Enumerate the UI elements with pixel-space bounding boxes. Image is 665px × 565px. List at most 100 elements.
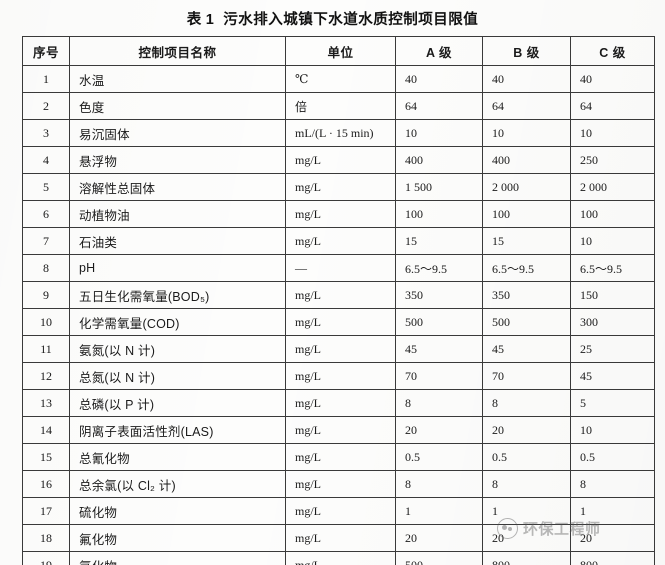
- cell-name: 总余氯(以 Cl₂ 计): [69, 470, 286, 498]
- cell-grade-b: 15: [482, 227, 571, 255]
- table-row: 13 总磷(以 P 计) mg/L 8 8 5: [22, 389, 655, 417]
- cell-no: 16: [22, 470, 70, 498]
- cell-unit: mL/(L · 15 min): [285, 119, 396, 147]
- cell-grade-a: 15: [395, 227, 483, 255]
- cell-no: 1: [22, 65, 70, 93]
- cell-grade-a: 500: [395, 308, 483, 336]
- cell-grade-a: 1: [395, 497, 483, 525]
- cell-grade-b: 1: [482, 497, 571, 525]
- cell-no: 17: [22, 497, 70, 525]
- cell-no: 6: [22, 200, 70, 228]
- cell-grade-c: 10: [570, 416, 655, 444]
- cell-grade-c: 10: [570, 227, 655, 255]
- cell-unit: mg/L: [285, 443, 396, 471]
- cell-name: 硫化物: [69, 497, 286, 525]
- column-header-grade-b: B 级: [482, 36, 571, 66]
- table-header-row: 序号 控制项目名称 单位 A 级 B 级 C 级: [22, 36, 655, 66]
- cell-unit: mg/L: [285, 227, 396, 255]
- cell-name: 阴离子表面活性剂(LAS): [69, 416, 286, 444]
- cell-name: 氯化物: [69, 551, 286, 565]
- cell-grade-c: 45: [570, 362, 655, 390]
- table-row: 1 水温 ℃ 40 40 40: [22, 65, 655, 93]
- cell-name: 溶解性总固体: [69, 173, 286, 201]
- cell-unit: mg/L: [285, 173, 396, 201]
- table-row: 6 动植物油 mg/L 100 100 100: [22, 200, 655, 228]
- cell-grade-b: 8: [482, 389, 571, 417]
- cell-name: 氨氮(以 N 计): [69, 335, 286, 363]
- cell-no: 15: [22, 443, 70, 471]
- cell-grade-c: 64: [570, 92, 655, 120]
- cell-grade-b: 20: [482, 524, 571, 552]
- table-row: 4 悬浮物 mg/L 400 400 250: [22, 146, 655, 174]
- cell-grade-b: 350: [482, 281, 571, 309]
- table-row: 11 氨氮(以 N 计) mg/L 45 45 25: [22, 335, 655, 363]
- cell-grade-c: 800: [570, 551, 655, 565]
- cell-grade-a: 45: [395, 335, 483, 363]
- table-row: 3 易沉固体 mL/(L · 15 min) 10 10 10: [22, 119, 655, 147]
- cell-unit: mg/L: [285, 551, 396, 565]
- cell-name: 总磷(以 P 计): [69, 389, 286, 417]
- cell-name: 五日生化需氧量(BOD₅): [69, 281, 286, 309]
- cell-name: 色度: [69, 92, 286, 120]
- table-header: 序号 控制项目名称 单位 A 级 B 级 C 级: [22, 36, 655, 66]
- cell-grade-c: 20: [570, 524, 655, 552]
- cell-no: 3: [22, 119, 70, 147]
- cell-unit: mg/L: [285, 281, 396, 309]
- cell-grade-b: 500: [482, 308, 571, 336]
- cell-grade-b: 800: [482, 551, 571, 565]
- cell-unit: 倍: [285, 92, 396, 120]
- column-header-grade-c: C 级: [570, 36, 655, 66]
- table-title-number: 1: [205, 12, 215, 28]
- table-title-text: 污水排入城镇下水道水质控制项目限值: [223, 12, 479, 28]
- cell-name: 氟化物: [69, 524, 286, 552]
- table-row: 2 色度倍 64 64 64: [22, 92, 655, 120]
- cell-no: 7: [22, 227, 70, 255]
- cell-unit: mg/L: [285, 470, 396, 498]
- table-row: 18 氟化物 mg/L 20 20 20: [22, 524, 655, 552]
- cell-grade-b: 10: [482, 119, 571, 147]
- cell-grade-b: 64: [482, 92, 571, 120]
- table-row: 14 阴离子表面活性剂(LAS) mg/L 20 20 10: [22, 416, 655, 444]
- cell-no: 11: [22, 335, 70, 363]
- cell-grade-b: 20: [482, 416, 571, 444]
- cell-no: 13: [22, 389, 70, 417]
- table-body: 1 水温 ℃ 40 40 40 2 色度倍 64 64 64 3 易沉固体 mL/(L · 15 min)…: [22, 65, 655, 565]
- table-row: 8 pH —6.5～9.5 6.5～9.5 6.5～9.5: [22, 254, 655, 282]
- cell-grade-c: 5: [570, 389, 655, 417]
- cell-no: 9: [22, 281, 70, 309]
- cell-grade-a: 350: [395, 281, 483, 309]
- cell-grade-c: 6.5～9.5: [570, 254, 655, 282]
- cell-grade-a: 1 500: [395, 173, 483, 201]
- cell-grade-b: 6.5～9.5: [482, 254, 571, 282]
- cell-name: 总氮(以 N 计): [69, 362, 286, 390]
- cell-name: 总氰化物: [69, 443, 286, 471]
- column-header-name: 控制项目名称: [69, 36, 286, 66]
- cell-grade-b: 70: [482, 362, 571, 390]
- column-header-grade-a: A 级: [395, 36, 483, 66]
- cell-name: 悬浮物: [69, 146, 286, 174]
- cell-grade-a: 100: [395, 200, 483, 228]
- cell-grade-a: 20: [395, 524, 483, 552]
- cell-grade-a: 40: [395, 65, 483, 93]
- cell-unit: mg/L: [285, 335, 396, 363]
- cell-no: 4: [22, 146, 70, 174]
- cell-grade-b: 2 000: [482, 173, 571, 201]
- table-row: 7 石油类 mg/L 15 15 10: [22, 227, 655, 255]
- cell-grade-a: 400: [395, 146, 483, 174]
- cell-unit: mg/L: [285, 146, 396, 174]
- cell-name: pH: [69, 254, 286, 282]
- cell-grade-a: 8: [395, 470, 483, 498]
- column-header-no: 序号: [22, 36, 70, 66]
- cell-no: 5: [22, 173, 70, 201]
- cell-grade-c: 1: [570, 497, 655, 525]
- cell-grade-b: 40: [482, 65, 571, 93]
- cell-grade-c: 2 000: [570, 173, 655, 201]
- cell-unit: mg/L: [285, 416, 396, 444]
- table-row: 5 溶解性总固体 mg/L 1 500 2 000 2 000: [22, 173, 655, 201]
- cell-name: 石油类: [69, 227, 286, 255]
- cell-no: 8: [22, 254, 70, 282]
- cell-grade-a: 20: [395, 416, 483, 444]
- cell-unit: ℃: [285, 65, 396, 93]
- cell-grade-c: 8: [570, 470, 655, 498]
